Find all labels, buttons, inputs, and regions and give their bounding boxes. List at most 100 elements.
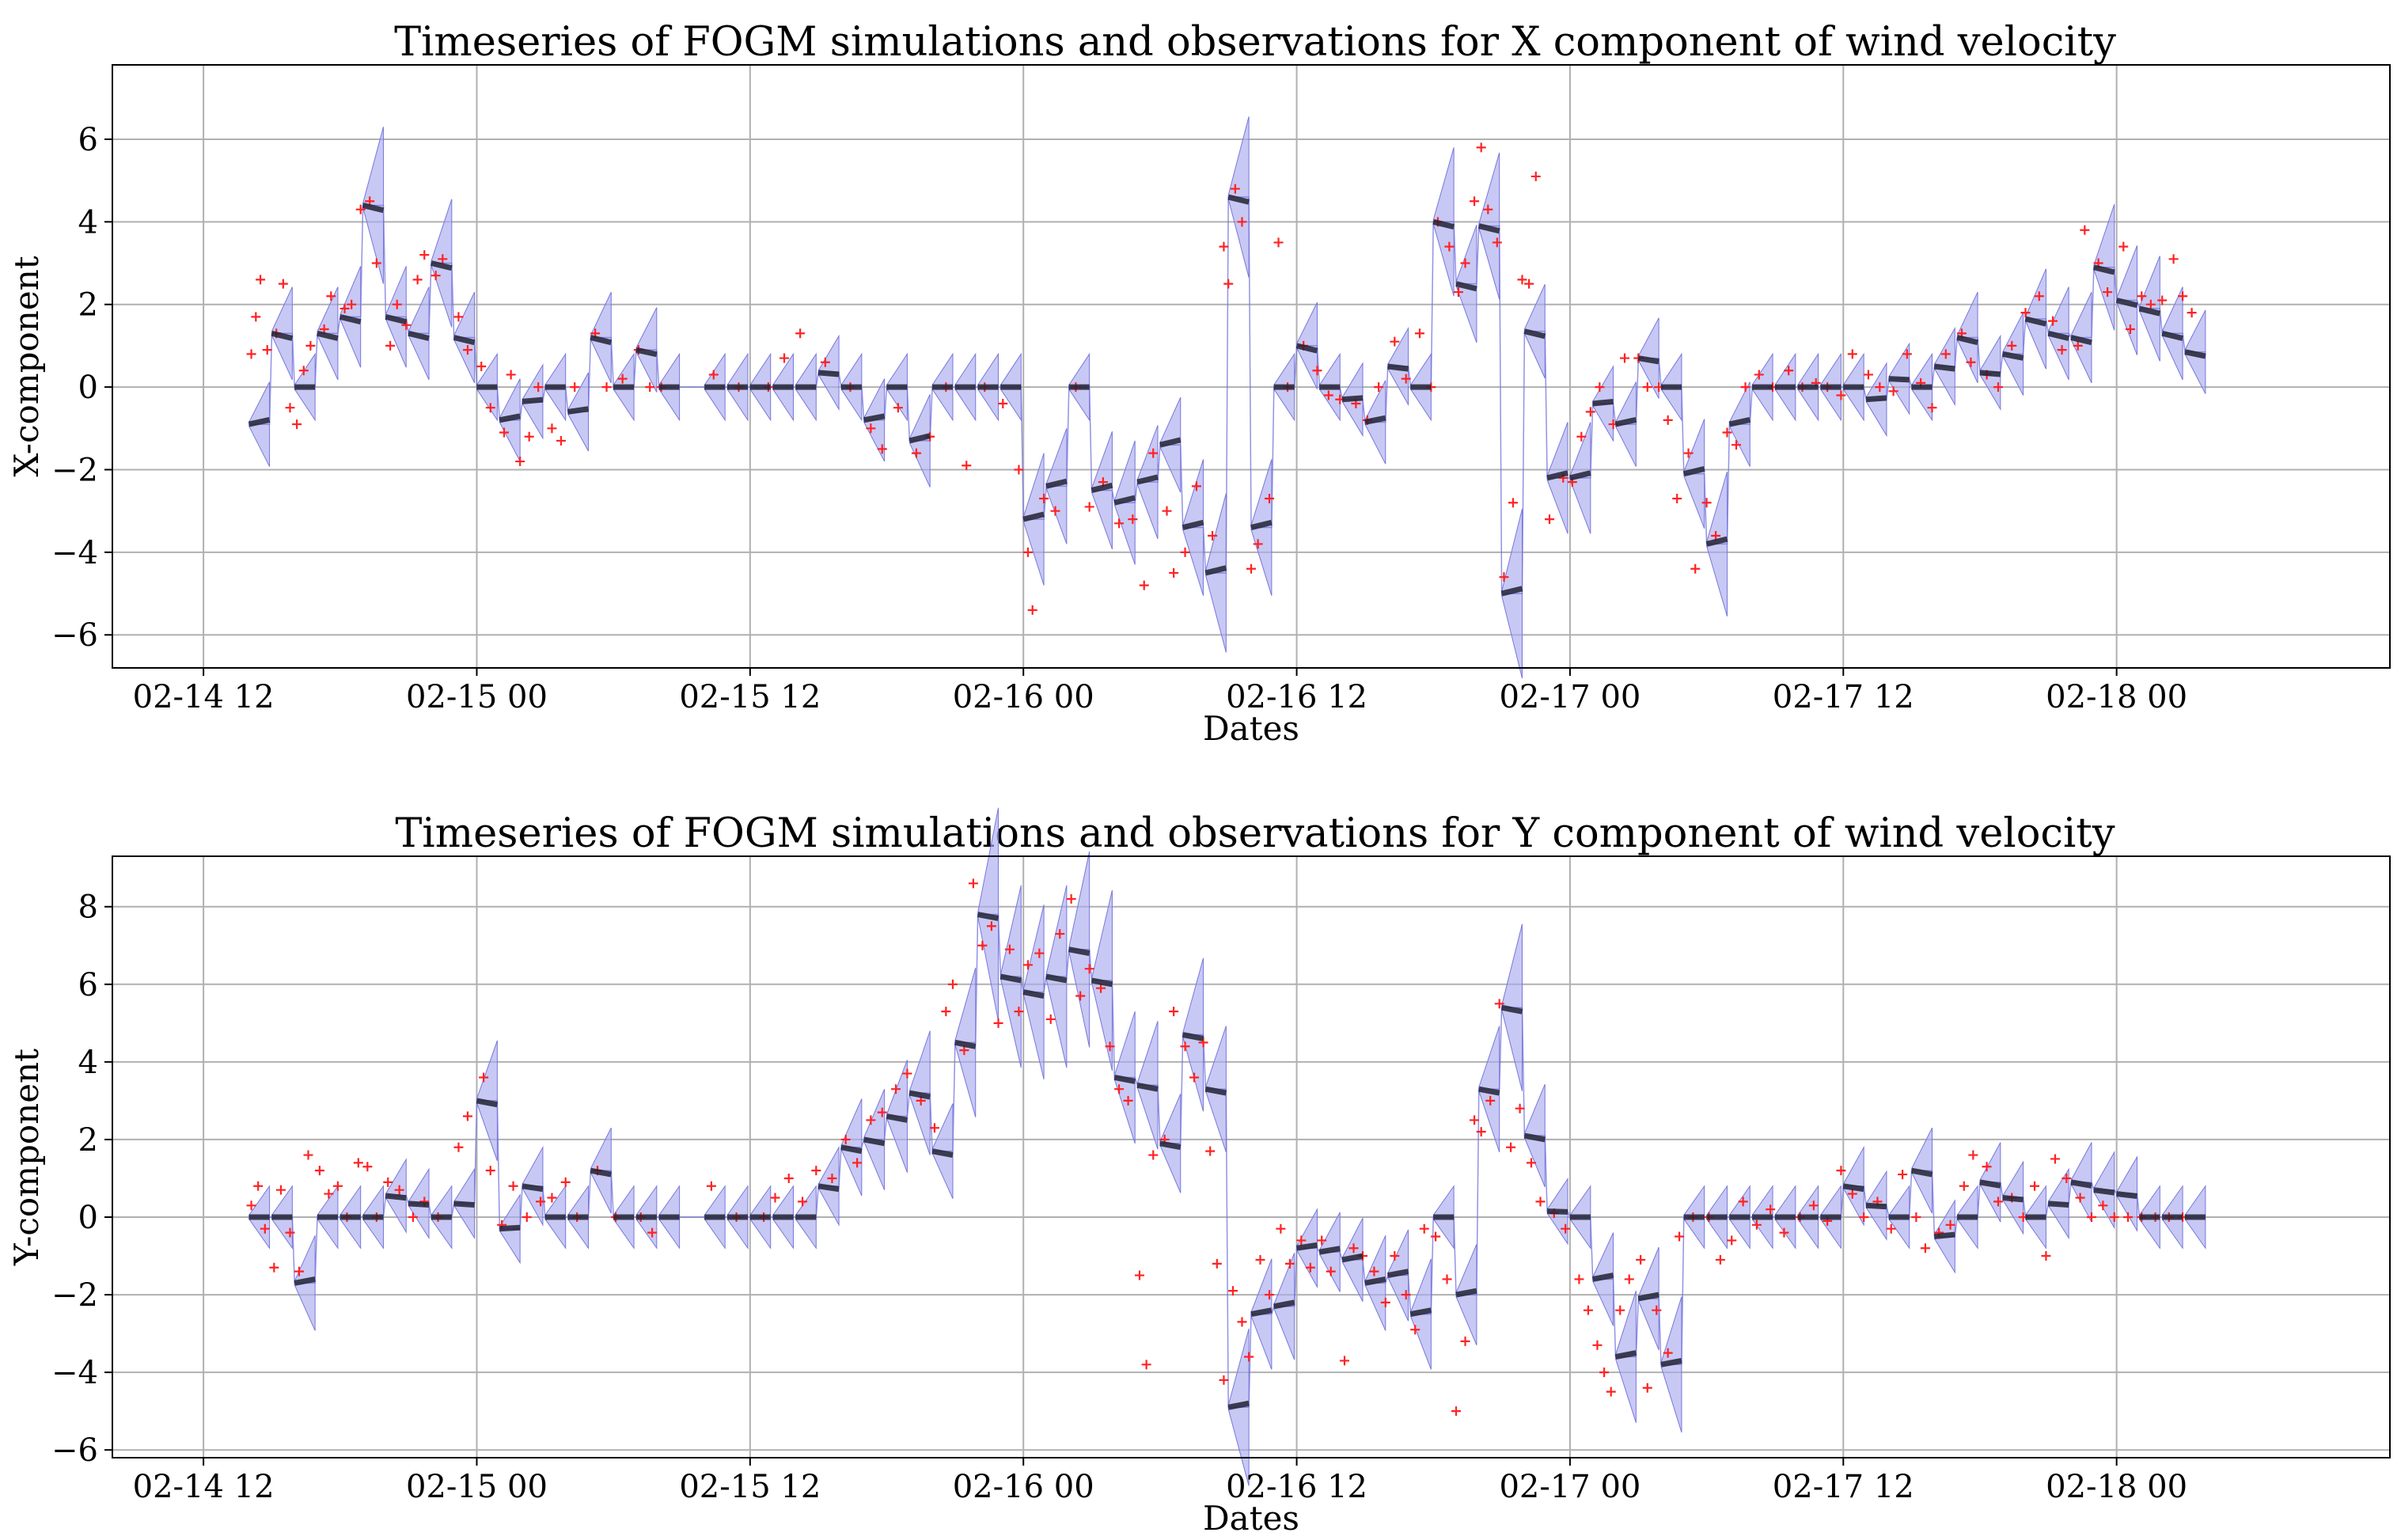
observation-point [515, 457, 525, 467]
observation-point [522, 1212, 532, 1222]
observation-point [877, 1107, 887, 1117]
observation-point [1317, 1235, 1327, 1246]
observation-point [353, 1158, 363, 1168]
y-tick-label: −4 [51, 535, 98, 571]
chart-title: Timeseries of FOGM simulations and obser… [394, 19, 2116, 66]
observation-point [1993, 382, 2003, 393]
simulation-segment [431, 260, 453, 271]
observation-point [1663, 1348, 1673, 1358]
observation-point [1499, 572, 1509, 582]
simulation-segment [362, 203, 385, 214]
simulation-segment [385, 1193, 407, 1201]
x-tick-label: 02-15 00 [406, 1469, 548, 1505]
observation-point [1014, 465, 1024, 475]
observation-point [260, 1223, 270, 1234]
grid [112, 856, 2390, 1458]
simulation-segment [1477, 223, 1500, 234]
observation-point [362, 1162, 373, 1172]
observation-point [1722, 427, 1732, 438]
observation-point [1888, 386, 1898, 396]
simulation-segment [317, 330, 339, 341]
observation-point [866, 1115, 876, 1125]
observation-point [1451, 1406, 1462, 1417]
observation-point [1055, 929, 1065, 939]
observation-point [2057, 345, 2067, 355]
x-tick-label: 02-15 12 [679, 679, 821, 715]
simulation-segment [1546, 470, 1568, 481]
observation-point [2109, 1212, 2119, 1222]
observation-point [617, 374, 628, 384]
observation-point [536, 1197, 546, 1207]
observation-point [1732, 440, 1742, 450]
observation-point [2123, 1212, 2134, 1222]
observation-point [1401, 374, 1411, 384]
observation-point [1727, 1235, 1737, 1246]
observation-point [2034, 291, 2044, 302]
chart-x-component: Timeseries of FOGM simulations and obser… [7, 19, 2391, 748]
observation-point [1530, 171, 1541, 181]
observation-point [385, 340, 396, 351]
simulation-segment [1250, 1307, 1273, 1318]
observation-point [347, 299, 357, 309]
simulation-segment [1250, 519, 1273, 530]
chart-y-component: Timeseries of FOGM simulations and obser… [7, 807, 2391, 1538]
observation-point [947, 979, 958, 989]
observation-point [1863, 370, 1873, 380]
observation-point [968, 878, 978, 889]
observation-point [355, 204, 366, 214]
simulation-segment [1842, 1183, 1864, 1193]
simulation-segment [339, 313, 362, 325]
simulation-segment [1273, 1299, 1295, 1310]
simulation-segment [1592, 398, 1614, 407]
observation-point [1515, 1103, 1525, 1113]
observation-point [392, 299, 402, 309]
simulation-segment [2002, 351, 2024, 361]
observation-point [2157, 295, 2168, 305]
observation-point [479, 1072, 489, 1083]
observation-point [1993, 1197, 2003, 1207]
observation-point [1034, 948, 1045, 958]
simulation-segment [2116, 1191, 2137, 1200]
observation-point [1326, 1266, 1336, 1276]
observation-point [1847, 349, 1857, 359]
simulation-segment [1295, 343, 1318, 354]
simulation-segment [1637, 355, 1659, 365]
observation-point [485, 403, 495, 413]
observation-point [1715, 1254, 1725, 1265]
observation-point [419, 250, 430, 260]
observation-point [1039, 494, 1049, 504]
simulation-segment [2070, 1179, 2092, 1189]
observation-point [1223, 279, 1234, 289]
observation-point [547, 1193, 557, 1203]
observation-point [1642, 382, 1652, 393]
x-tick-label: 02-16 12 [1226, 1469, 1367, 1505]
observation-point [1219, 1375, 1229, 1385]
observation-point [506, 370, 516, 380]
observation-point [1574, 1274, 1584, 1284]
observation-point [2086, 1212, 2096, 1222]
observation-point [1526, 1158, 1536, 1168]
x-tick-label: 02-16 12 [1226, 679, 1367, 715]
observation-point [1524, 279, 1534, 289]
observation-point [1615, 1305, 1625, 1315]
simulation-segment [1933, 363, 1955, 372]
observation-point [1419, 1223, 1429, 1234]
simulation-segment [2093, 1187, 2115, 1196]
observation-point [1779, 1227, 1789, 1238]
observation-point [959, 1045, 969, 1056]
observation-point [383, 1177, 393, 1187]
simulation-segment [1091, 977, 1113, 988]
axes-frame [112, 64, 2391, 669]
observation-point [485, 1166, 495, 1176]
observation-point [476, 362, 487, 371]
observation-point [1284, 1258, 1295, 1269]
observation-point [1453, 287, 1463, 298]
simulation-segment [2047, 330, 2070, 341]
y-tick-label: −6 [51, 617, 98, 654]
observation-point [1898, 1170, 1908, 1180]
simulation-segment [863, 1136, 886, 1147]
observation-point [2062, 1173, 2072, 1183]
observation-point [1460, 258, 1470, 268]
observation-point [645, 382, 655, 393]
